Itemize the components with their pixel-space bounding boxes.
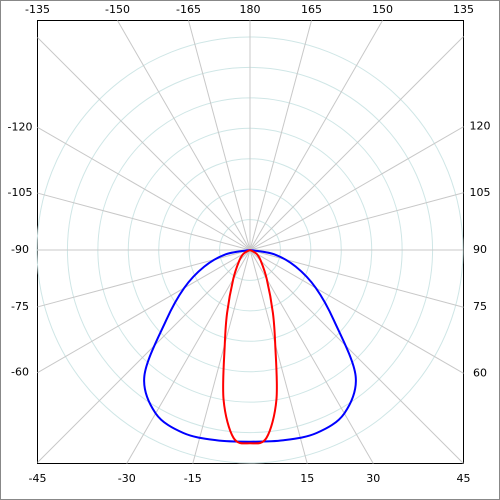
spoke (249, 249, 464, 374)
spoke (37, 37, 251, 251)
angle-label: -105 (8, 186, 33, 199)
spoke (249, 249, 464, 464)
angle-label: -150 (105, 3, 130, 16)
angle-label: -15 (184, 472, 202, 485)
angle-label: -60 (11, 366, 29, 379)
angle-label: -120 (8, 120, 33, 133)
angle-label: 30 (366, 472, 380, 485)
angle-label: -90 (11, 243, 29, 256)
spoke (249, 249, 308, 464)
spoke (37, 192, 251, 251)
angle-label: 150 (372, 3, 393, 16)
angle-label: 75 (473, 300, 487, 313)
angle-label: -165 (176, 3, 201, 16)
series-line (143, 249, 357, 443)
spoke (249, 249, 374, 464)
series-line (222, 249, 278, 445)
angle-label: 135 (453, 3, 474, 16)
angle-label: -30 (118, 472, 136, 485)
spoke (249, 126, 464, 251)
spoke (249, 20, 312, 251)
angle-label: 105 (470, 186, 491, 199)
spoke (37, 249, 251, 463)
angle-label: 90 (473, 243, 487, 256)
angle-label: -45 (29, 472, 47, 485)
spoke (126, 249, 251, 464)
angle-label: 60 (473, 366, 487, 379)
angle-label: 165 (301, 3, 322, 16)
angle-label: 120 (470, 120, 491, 133)
angle-label: -135 (25, 3, 50, 16)
angle-label: 45 (457, 472, 471, 485)
spoke (37, 126, 251, 251)
spoke (188, 20, 251, 251)
spoke (249, 192, 464, 251)
angle-label: 15 (300, 472, 314, 485)
angle-label: 180 (240, 3, 261, 16)
spoke (37, 249, 251, 374)
angle-label: -75 (11, 300, 29, 313)
spoke (192, 249, 251, 464)
spoke (249, 20, 383, 251)
spoke (249, 36, 464, 251)
spoke (117, 20, 251, 251)
